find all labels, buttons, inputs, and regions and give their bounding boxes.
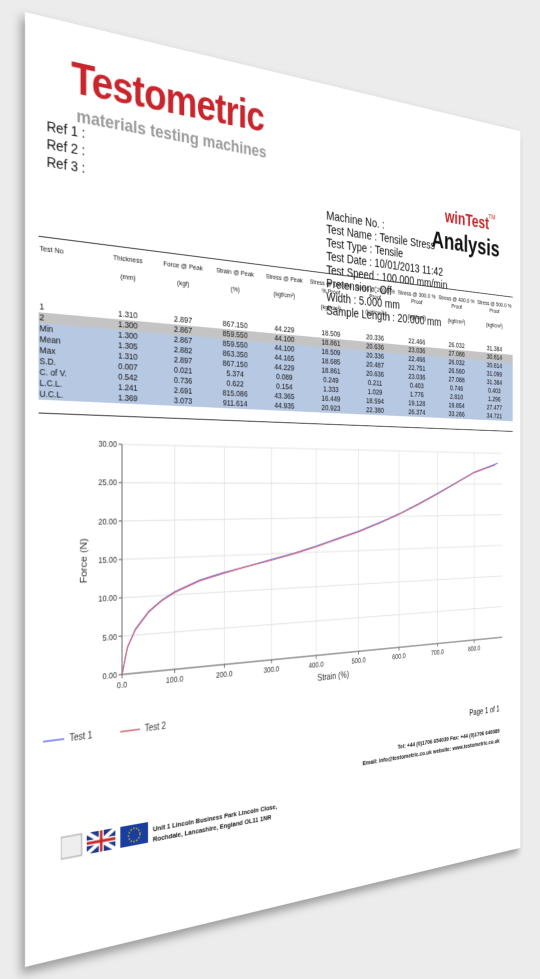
table-cell: 34.721 xyxy=(486,411,503,421)
column-name: Stress @ 400.0 % Proof xyxy=(438,293,475,311)
table-cell: 911.614 xyxy=(222,398,248,410)
trademark: TM xyxy=(488,212,496,222)
column-header: Thickness (mm) xyxy=(99,249,156,312)
x-axis-label: Strain (%) xyxy=(317,670,349,684)
column-unit: (kgf/cm²) xyxy=(486,321,503,330)
grid-line xyxy=(122,576,502,598)
y-tick-label: 20.00 xyxy=(98,516,117,526)
grid-line xyxy=(122,483,502,484)
table-cell: 33.266 xyxy=(448,409,465,420)
chart: 0.00 5.00 10.00 15.00 20.00 25.00 30.00 0.0 100.… xyxy=(25,439,520,772)
table-cell: 44.935 xyxy=(274,400,295,412)
column-unit: (kgf/cm²) xyxy=(273,289,296,300)
column-name: Force @ Peak xyxy=(163,259,203,273)
column-name: Test No xyxy=(39,243,64,256)
x-tick-label: 0.0 xyxy=(117,679,127,690)
x-tick-label: 600.0 xyxy=(392,651,406,661)
eu-flag xyxy=(120,822,149,848)
table-cell: 22.380 xyxy=(366,405,384,416)
table-cell: 20.923 xyxy=(321,403,341,414)
x-tick-label: 300.0 xyxy=(264,664,280,675)
y-tick-label: 15.00 xyxy=(98,555,117,566)
column-unit: (kgf) xyxy=(176,278,190,289)
x-tick-label: 200.0 xyxy=(216,669,233,680)
y-tick-label: 30.00 xyxy=(98,439,117,449)
table-cell: 1.369 xyxy=(118,392,138,405)
legend-swatch xyxy=(43,739,64,742)
column-name: Strain @ Peak xyxy=(216,265,254,279)
column-name: Stress @ 500.0 % Proof xyxy=(477,298,512,315)
column-header: Stress @ Peak (kgf/cm²) xyxy=(260,270,308,327)
series-line xyxy=(122,459,495,675)
x-tick-label: 500.0 xyxy=(352,655,366,665)
grid-line xyxy=(122,607,502,637)
column-header: Force @ Peak (kgf) xyxy=(156,256,210,317)
y-tick-label: 10.00 xyxy=(98,593,117,604)
grid-line xyxy=(122,444,502,453)
table-cell: 3.073 xyxy=(173,395,193,407)
column-header: Stress @ 400.0 % Proof (kgf/cm²) xyxy=(437,292,476,343)
table-cell: 26.374 xyxy=(408,407,426,418)
logos xyxy=(60,817,149,863)
cert-logo xyxy=(60,834,82,859)
column-unit: (kgf/cm²) xyxy=(447,316,466,326)
x-tick-label: 800.0 xyxy=(468,644,480,653)
y-tick-label: 25.00 xyxy=(98,478,117,488)
column-unit: (mm) xyxy=(120,271,136,283)
table-cell: U.C.L. xyxy=(39,388,64,401)
column-name: Thickness xyxy=(113,252,143,266)
column-name: Stress @ Peak xyxy=(265,272,303,285)
report-page: Testometric materials testing machines R… xyxy=(25,12,521,967)
column-header: Stress @ 500.0 % Proof (kgf/cm²) xyxy=(476,297,513,347)
x-tick-label: 100.0 xyxy=(166,674,184,685)
report-title: Analysis xyxy=(431,225,500,263)
y-axis-label: Force (N) xyxy=(79,538,90,583)
legend-label: Test 2 xyxy=(145,721,166,734)
column-unit: (%) xyxy=(230,284,240,294)
column-name: Stress @ 300.0 % Proof xyxy=(397,288,436,306)
x-tick-label: 700.0 xyxy=(431,647,444,657)
legend-label: Test 1 xyxy=(70,730,93,744)
series-line xyxy=(122,457,498,675)
grid-line xyxy=(122,515,502,521)
legend-swatch xyxy=(120,729,140,732)
column-header: Strain @ Peak (%) xyxy=(210,263,261,322)
x-tick-label: 400.0 xyxy=(309,660,324,670)
y-tick-label: 5.00 xyxy=(102,631,117,642)
y-tick-label: 0.00 xyxy=(102,670,117,681)
column-header: Test No xyxy=(39,242,100,307)
